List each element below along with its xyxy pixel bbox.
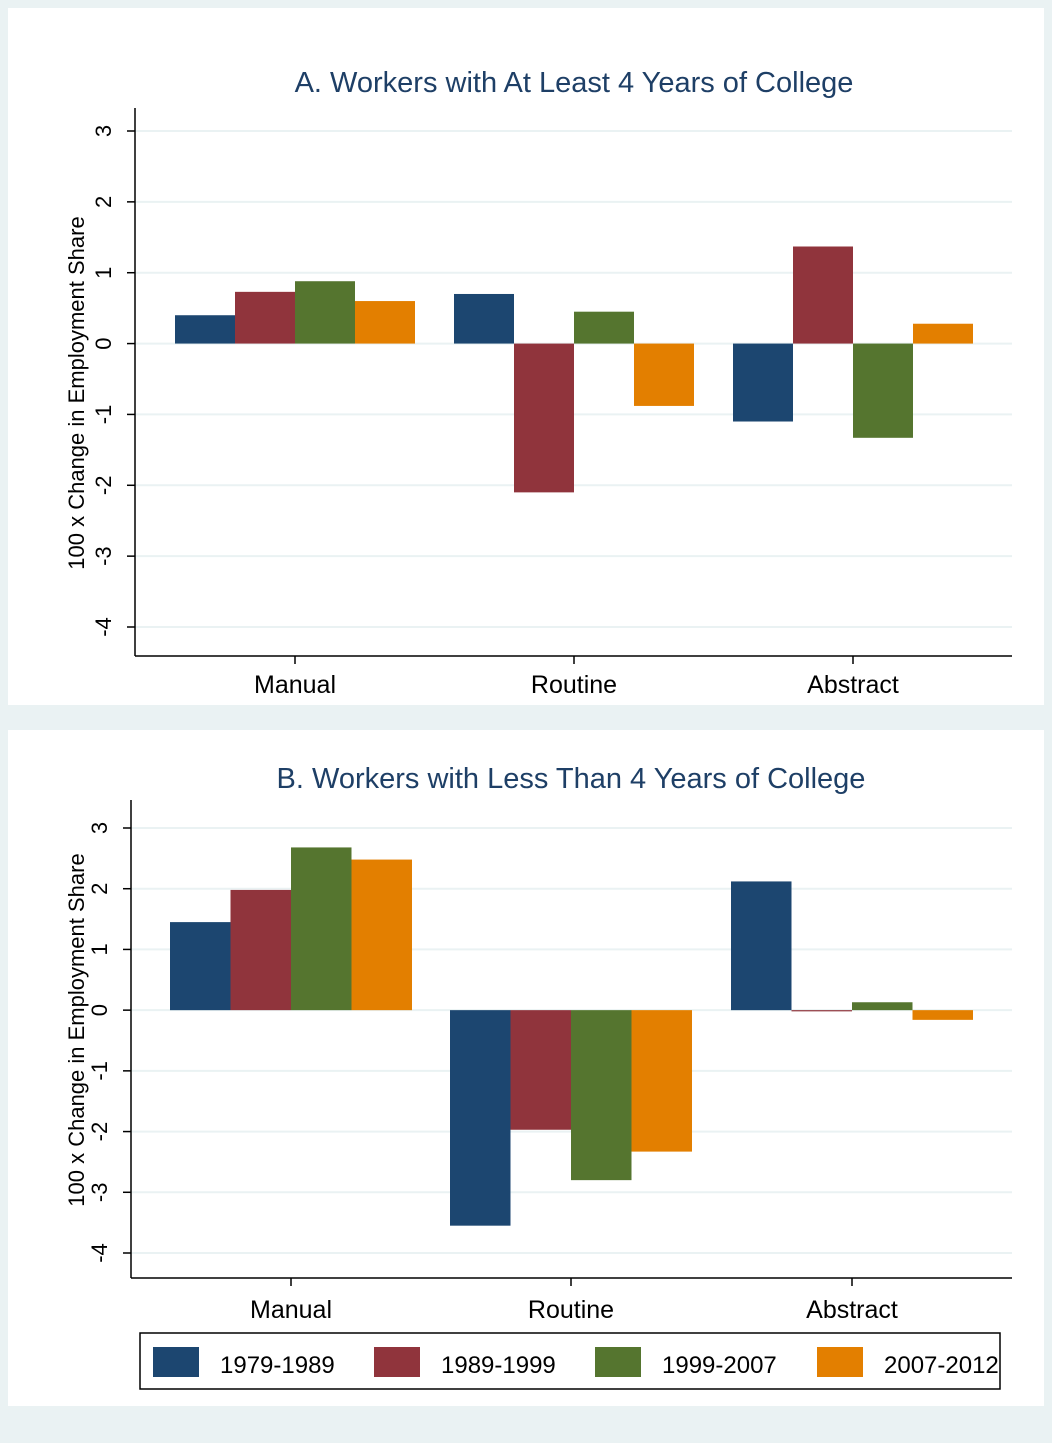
panel-a-bar-abstract-1999-2007	[853, 343, 913, 438]
panel-b-x-tick-label-routine: Routine	[528, 1296, 614, 1324]
panel-b-bar-manual-2007-2012	[351, 859, 412, 1011]
panel-a-y-tick-label: 1	[91, 267, 116, 279]
panel-a-bar-manual-1979-1989	[175, 315, 235, 344]
panel-a-x-ticks: Manual Routine Abstract	[254, 656, 899, 699]
panel-b-bar-routine-1979-1989	[450, 1010, 511, 1226]
panel-b-y-tick-label: 0	[87, 1004, 112, 1016]
panel-b-bar-manual-1979-1989	[170, 922, 231, 1011]
panel-a-bar-manual-2007-2012	[355, 301, 415, 344]
legend-item-1979-1989: 1979-1989	[153, 1347, 335, 1379]
panel-b-y-tick-label: 3	[87, 822, 112, 834]
panel-b-bar-manual-1999-2007	[291, 847, 352, 1011]
legend-swatch-2007-2012	[817, 1347, 863, 1377]
legend-swatch-1999-2007	[595, 1347, 641, 1377]
panel-a-bar-routine-1979-1989	[454, 293, 514, 344]
panel-b-y-tick-label: -4	[87, 1243, 112, 1263]
panel-b-x-tick-label-abstract: Abstract	[806, 1296, 898, 1324]
panel-b-bar-abstract-1999-2007	[852, 1002, 913, 1011]
panel-b-bar-manual-1989-1999	[230, 889, 291, 1011]
panel-b-y-tick-label: -2	[87, 1122, 112, 1142]
panel-a-title: A. Workers with At Least 4 Years of Coll…	[295, 67, 854, 99]
panel-a: A. Workers with At Least 4 Years of Coll…	[8, 8, 1044, 705]
panel-b-y-axis-label: 100 x Change in Employment Share	[64, 853, 89, 1206]
panel-b-title: B. Workers with Less Than 4 Years of Col…	[277, 763, 866, 795]
panel-a-y-axis-label: 100 x Change in Employment Share	[64, 216, 89, 569]
panel-a-bar-routine-1989-1999	[514, 343, 574, 493]
panel-a-bar-manual-1999-2007	[295, 281, 355, 344]
panel-a-y-tick-label: -4	[91, 617, 116, 637]
panel-b-bars	[170, 847, 973, 1226]
panel-b: B. Workers with Less Than 4 Years of Col…	[8, 730, 1044, 1406]
panel-b-x-ticks: Manual Routine Abstract	[250, 1278, 898, 1324]
panel-a-bar-abstract-1979-1989	[733, 343, 793, 422]
panel-a-bar-routine-1999-2007	[574, 311, 634, 344]
panel-a-x-tick-label-abstract: Abstract	[807, 671, 899, 699]
panel-a-bar-abstract-2007-2012	[913, 323, 973, 344]
legend-swatch-1979-1989	[153, 1347, 199, 1377]
panel-a-y-tick-label: -3	[91, 546, 116, 566]
panel-b-y-tick-label: -1	[87, 1061, 112, 1081]
legend-item-1999-2007: 1999-2007	[595, 1347, 777, 1379]
panel-a-y-tick-label: 0	[91, 337, 116, 349]
panel-b-y-ticks: 3 2 1 0 -1 -2 -3 -4	[87, 822, 131, 1263]
panel-a-x-tick-label-manual: Manual	[254, 671, 336, 699]
legend-swatch-1989-1999	[374, 1347, 420, 1377]
panel-b-bar-abstract-2007-2012	[912, 1010, 973, 1020]
panel-a-y-tick-label: -2	[91, 476, 116, 496]
panel-a-y-tick-label: -1	[91, 405, 116, 425]
panel-b-bar-routine-1989-1999	[510, 1010, 571, 1130]
legend-item-1989-1999: 1989-1999	[374, 1347, 556, 1379]
legend: 1979-1989 1989-1999 1999-2007 2007-2012	[139, 1332, 1001, 1390]
legend-label-1979-1989: 1979-1989	[220, 1352, 335, 1379]
panel-a-y-ticks: 3 2 1 0 -1 -2 -3 -4	[91, 125, 135, 637]
panel-b-bar-abstract-1989-1999	[791, 1010, 852, 1012]
panel-a-x-tick-label-routine: Routine	[531, 671, 617, 699]
panel-b-y-tick-label: -3	[87, 1183, 112, 1203]
panel-a-bar-abstract-1989-1999	[793, 246, 853, 344]
legend-label-1989-1999: 1989-1999	[441, 1352, 556, 1379]
legend-item-2007-2012: 2007-2012	[817, 1347, 999, 1379]
panel-b-bar-abstract-1979-1989	[731, 881, 792, 1011]
panel-b-bar-routine-2007-2012	[631, 1010, 692, 1152]
panel-a-bar-routine-2007-2012	[634, 343, 694, 406]
legend-label-2007-2012: 2007-2012	[884, 1352, 999, 1379]
panel-a-y-tick-label: 2	[91, 196, 116, 208]
panel-b-bar-routine-1999-2007	[571, 1010, 632, 1181]
panel-a-bar-manual-1989-1999	[235, 291, 295, 344]
legend-label-1999-2007: 1999-2007	[662, 1352, 777, 1379]
panel-a-bars	[175, 246, 973, 493]
panel-b-y-tick-label: 2	[87, 883, 112, 895]
panel-b-y-tick-label: 1	[87, 943, 112, 955]
panel-b-x-tick-label-manual: Manual	[250, 1296, 332, 1324]
panel-a-y-tick-label: 3	[91, 125, 116, 137]
